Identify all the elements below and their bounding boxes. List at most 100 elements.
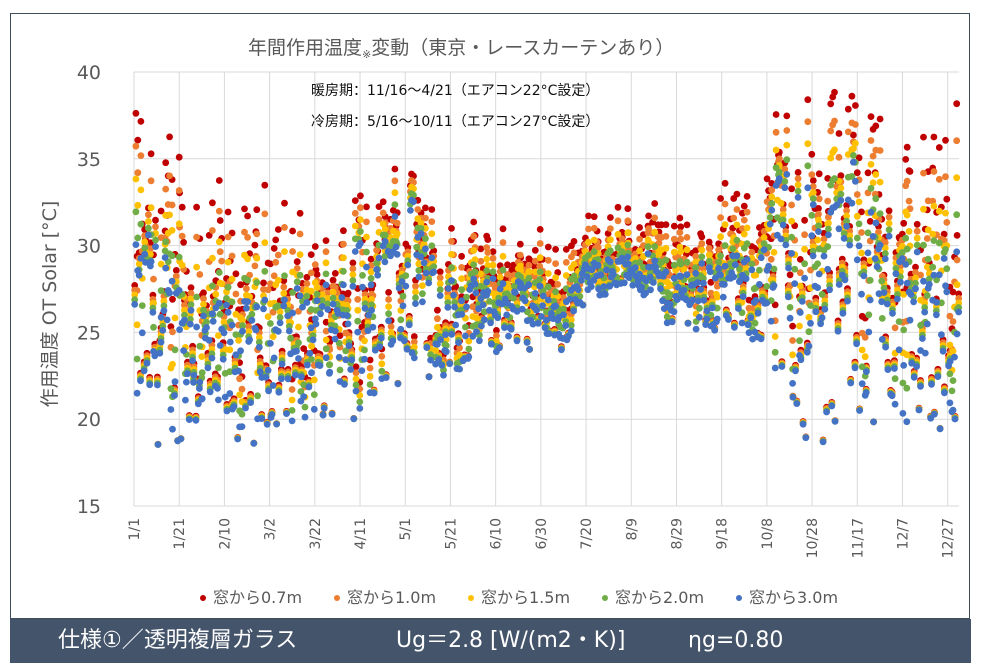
data-point: [804, 140, 812, 148]
data-point: [319, 411, 327, 419]
data-point: [182, 396, 189, 404]
data-point: [499, 225, 507, 233]
data-point: [783, 112, 791, 120]
data-point: [261, 267, 269, 275]
data-point: [953, 137, 961, 145]
data-point: [501, 324, 508, 331]
data-point: [835, 281, 843, 288]
data-point: [858, 380, 866, 388]
data-point: [296, 230, 304, 238]
data-point: [692, 258, 700, 266]
data-point: [322, 281, 330, 289]
data-point: [239, 316, 246, 324]
data-point: [168, 227, 176, 234]
data-point: [920, 169, 927, 177]
data-point: [852, 177, 859, 185]
data-point: [226, 338, 234, 346]
data-point: [650, 279, 657, 286]
data-point: [698, 246, 706, 254]
data-point: [732, 261, 739, 268]
data-point: [357, 240, 364, 247]
data-point: [876, 241, 884, 249]
data-point: [134, 136, 142, 144]
data-point: [767, 317, 775, 325]
data-point: [902, 156, 910, 163]
data-point: [379, 198, 387, 206]
data-point: [827, 100, 835, 108]
data-point: [478, 322, 485, 330]
data-point: [469, 332, 477, 340]
data-point: [265, 387, 272, 395]
data-point: [823, 408, 830, 416]
data-point: [809, 189, 817, 197]
data-point: [775, 175, 783, 183]
data-point: [940, 255, 948, 262]
data-point: [322, 336, 330, 344]
data-point: [786, 314, 794, 322]
data-point: [864, 229, 872, 237]
data-point: [736, 277, 744, 284]
data-point: [133, 389, 141, 397]
data-point: [831, 88, 838, 96]
data-point: [948, 387, 956, 395]
data-point: [434, 306, 441, 314]
data-point: [560, 311, 567, 319]
data-point: [304, 361, 311, 369]
data-point: [794, 175, 802, 183]
data-point: [636, 235, 643, 243]
data-point: [228, 321, 236, 329]
data-point: [340, 267, 347, 275]
data-point: [274, 277, 282, 284]
data-point: [181, 311, 188, 319]
data-point: [181, 301, 188, 309]
data-point: [768, 193, 776, 201]
data-point: [703, 315, 711, 323]
data-point: [437, 336, 444, 343]
data-point: [560, 305, 567, 313]
data-point: [343, 312, 351, 319]
data-point: [844, 105, 852, 113]
data-point: [308, 356, 315, 363]
data-point: [399, 292, 407, 300]
data-point: [731, 323, 738, 331]
data-point: [881, 250, 889, 257]
data-point: [175, 187, 183, 194]
data-point: [819, 438, 827, 446]
data-point: [733, 236, 741, 244]
data-point: [815, 205, 822, 212]
data-point: [169, 425, 176, 433]
data-point: [435, 356, 443, 364]
data-point: [683, 221, 691, 229]
data-point: [858, 229, 865, 236]
data-point: [900, 291, 908, 298]
data-point: [152, 216, 159, 224]
data-point: [779, 216, 787, 224]
data-point: [775, 168, 783, 176]
data-point: [381, 258, 389, 266]
data-point: [160, 297, 168, 305]
data-point: [796, 256, 804, 263]
data-point: [193, 203, 201, 211]
data-point: [288, 407, 296, 414]
data-point: [432, 347, 439, 354]
data-point: [471, 256, 479, 264]
data-point: [246, 271, 254, 279]
data-point: [373, 259, 380, 267]
data-point: [930, 271, 938, 279]
data-point: [781, 184, 789, 192]
data-point: [912, 274, 919, 282]
data-point: [717, 233, 724, 241]
data-point: [145, 224, 152, 232]
data-point: [861, 334, 869, 341]
data-point: [412, 282, 419, 290]
data-point: [263, 421, 271, 428]
data-point: [352, 369, 360, 377]
data-point: [935, 239, 943, 247]
data-point: [525, 274, 533, 282]
data-point: [951, 415, 959, 423]
data-point: [850, 131, 857, 139]
data-point: [324, 295, 332, 302]
data-point: [905, 197, 913, 205]
data-point: [245, 328, 253, 335]
data-point: [788, 201, 795, 209]
